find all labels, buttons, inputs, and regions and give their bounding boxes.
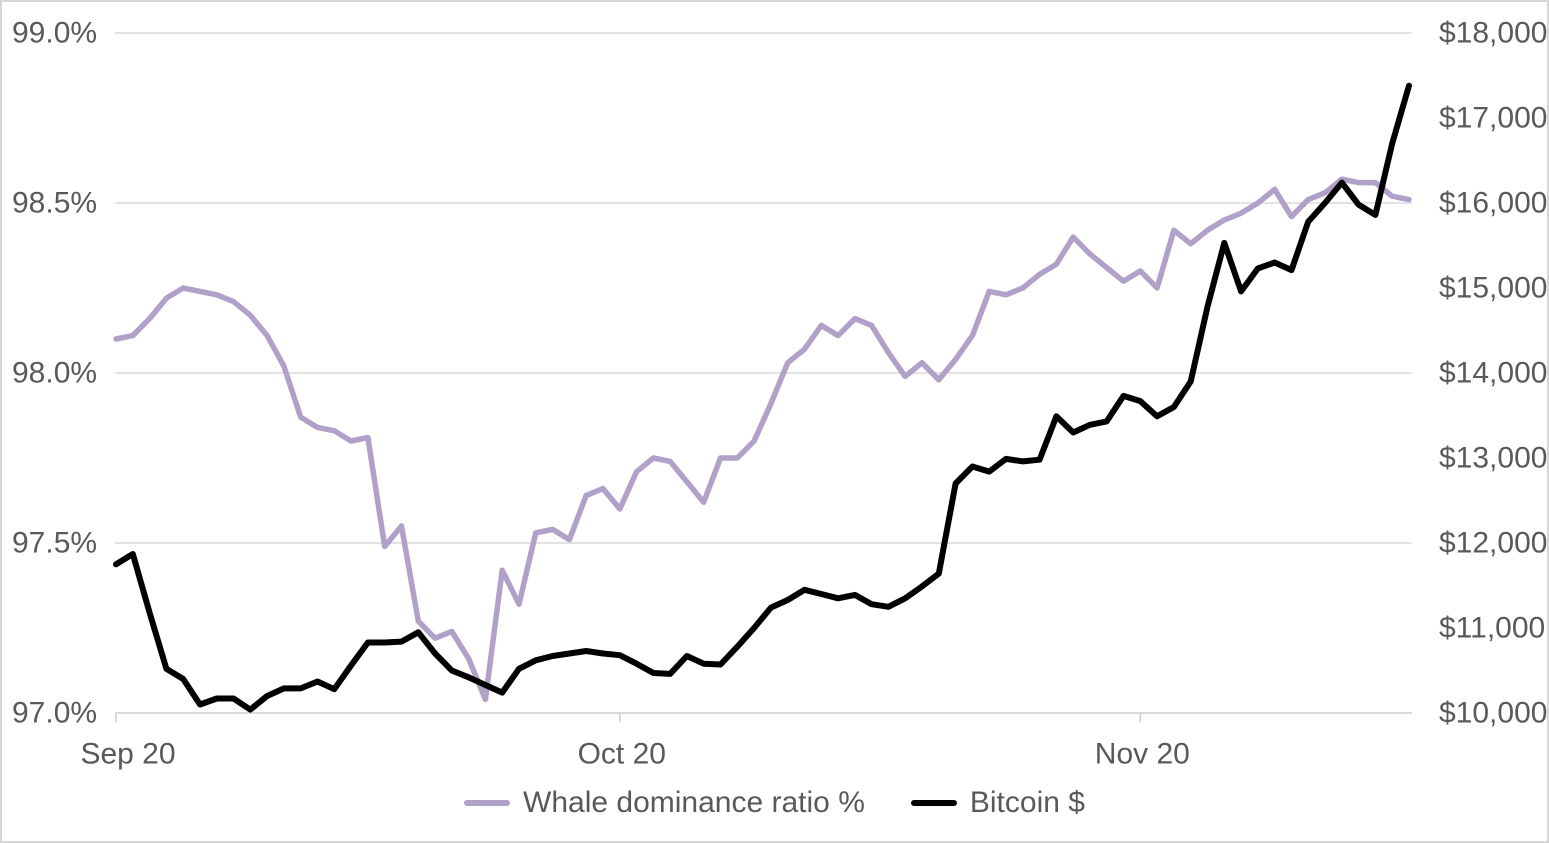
legend-label-bitcoin: Bitcoin $: [969, 786, 1085, 819]
bitcoin-line-swatch: [910, 800, 957, 806]
x-axis-label: Oct 20: [578, 738, 666, 771]
y-axis-right-label: $11,000: [1439, 612, 1545, 645]
y-axis-right-label: $15,000: [1439, 272, 1547, 305]
legend-label-whale-dominance: Whale dominance ratio %: [523, 786, 865, 819]
y-axis-left-label: 97.0%: [12, 697, 97, 730]
line-chart-plot-area: 99.0% 98.5% 98.0% 97.5% 97.0% $18,000 $17,000 $…: [12, 17, 1547, 771]
x-axis-label: Nov 20: [1095, 738, 1190, 771]
legend-item-whale-dominance: Whale dominance ratio %: [464, 786, 865, 820]
legend-item-bitcoin: Bitcoin $: [910, 786, 1085, 820]
y-axis-right-label: $14,000: [1439, 357, 1547, 390]
y-axis-right-label: $16,000: [1439, 187, 1547, 220]
y-axis-right-label: $18,000: [1439, 17, 1547, 50]
bitcoin-price-line: [113, 82, 1412, 713]
y-axis-left-label: 99.0%: [12, 17, 97, 50]
y-axis-right-label: $13,000: [1439, 442, 1547, 475]
y-axis-right-label: $12,000: [1439, 527, 1547, 560]
y-axis-left-label: 98.5%: [12, 187, 97, 220]
whale-dominance-line: [113, 176, 1412, 703]
y-axis-right-label: $17,000: [1439, 102, 1547, 135]
chart-legend: Whale dominance ratio % Bitcoin $: [2, 786, 1547, 820]
whale-dominance-line-swatch: [464, 800, 511, 806]
y-axis-right-label: $10,000: [1439, 697, 1547, 730]
y-axis-left-label: 97.5%: [12, 527, 97, 560]
y-axis-left-label: 98.0%: [12, 357, 97, 390]
x-axis-label: Sep 20: [80, 738, 175, 771]
